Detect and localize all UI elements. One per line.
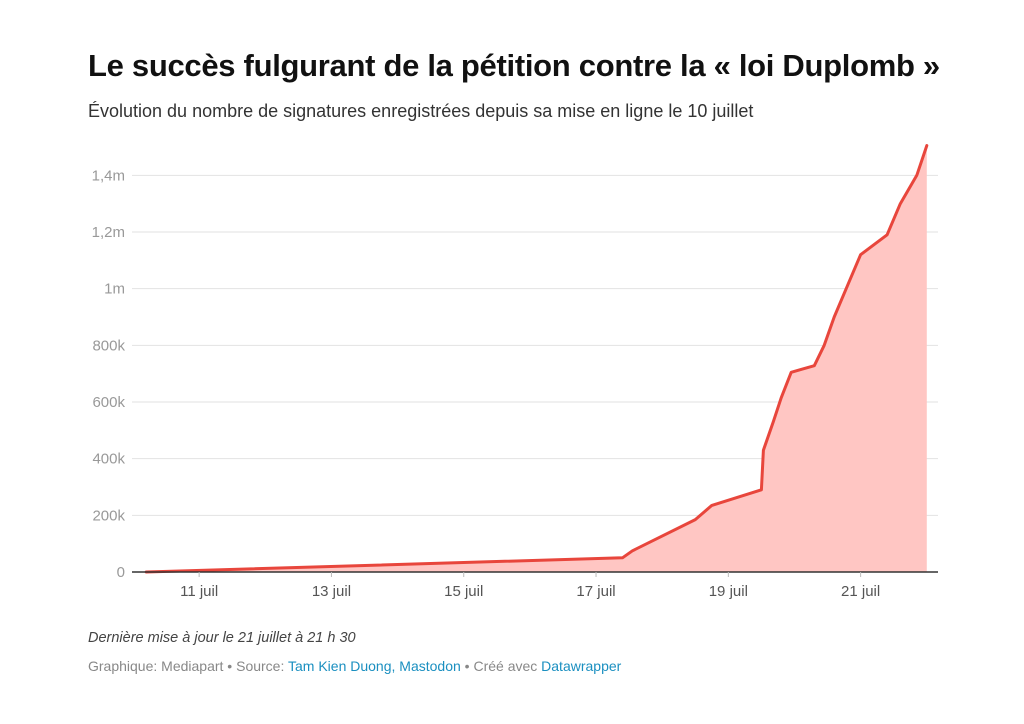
x-tick-label: 21 juil [841, 583, 880, 600]
datawrapper-link[interactable]: Datawrapper [541, 658, 622, 674]
x-tick-label: 13 juil [312, 583, 351, 600]
footer-separator: • [223, 658, 237, 674]
y-axis-ticks: 0 200k 400k 600k 800k 1m 1,2m 1,4m [92, 167, 126, 581]
update-note: Dernière mise à jour le 21 juillet à 21 … [88, 630, 356, 646]
x-axis-ticks: 11 juil 13 juil 15 juil 17 juil 19 juil 21 ju… [180, 572, 880, 600]
footer-separator: • [460, 658, 474, 674]
y-tick-label: 400k [92, 451, 125, 468]
series-area-fill [146, 145, 927, 572]
x-tick-label: 15 juil [444, 583, 483, 600]
source-link[interactable]: Tam Kien Duong, Mastodon [288, 658, 461, 674]
footer-credits: Graphique: Mediapart • Source: Tam Kien … [88, 658, 621, 674]
y-tick-label: 1m [104, 281, 125, 298]
chart-subtitle: Évolution du nombre de signatures enregi… [88, 101, 754, 121]
chart-title: Le succès fulgurant de la pétition contr… [88, 48, 940, 83]
footer-source-label: Source: [236, 658, 285, 674]
y-tick-label: 0 [117, 564, 125, 581]
x-tick-label: 19 juil [709, 583, 748, 600]
y-tick-label: 600k [92, 394, 125, 411]
footer-graphic: Graphique: Mediapart [88, 658, 224, 674]
y-tick-label: 1,4m [92, 167, 125, 184]
footer-created-label: Créé avec [473, 658, 538, 674]
series-line-signatures [144, 144, 929, 574]
x-tick-label: 11 juil [180, 583, 218, 600]
y-tick-label: 1,2m [92, 224, 125, 241]
y-tick-label: 200k [92, 507, 125, 524]
y-tick-label: 800k [92, 337, 125, 354]
x-tick-label: 17 juil [576, 583, 615, 600]
